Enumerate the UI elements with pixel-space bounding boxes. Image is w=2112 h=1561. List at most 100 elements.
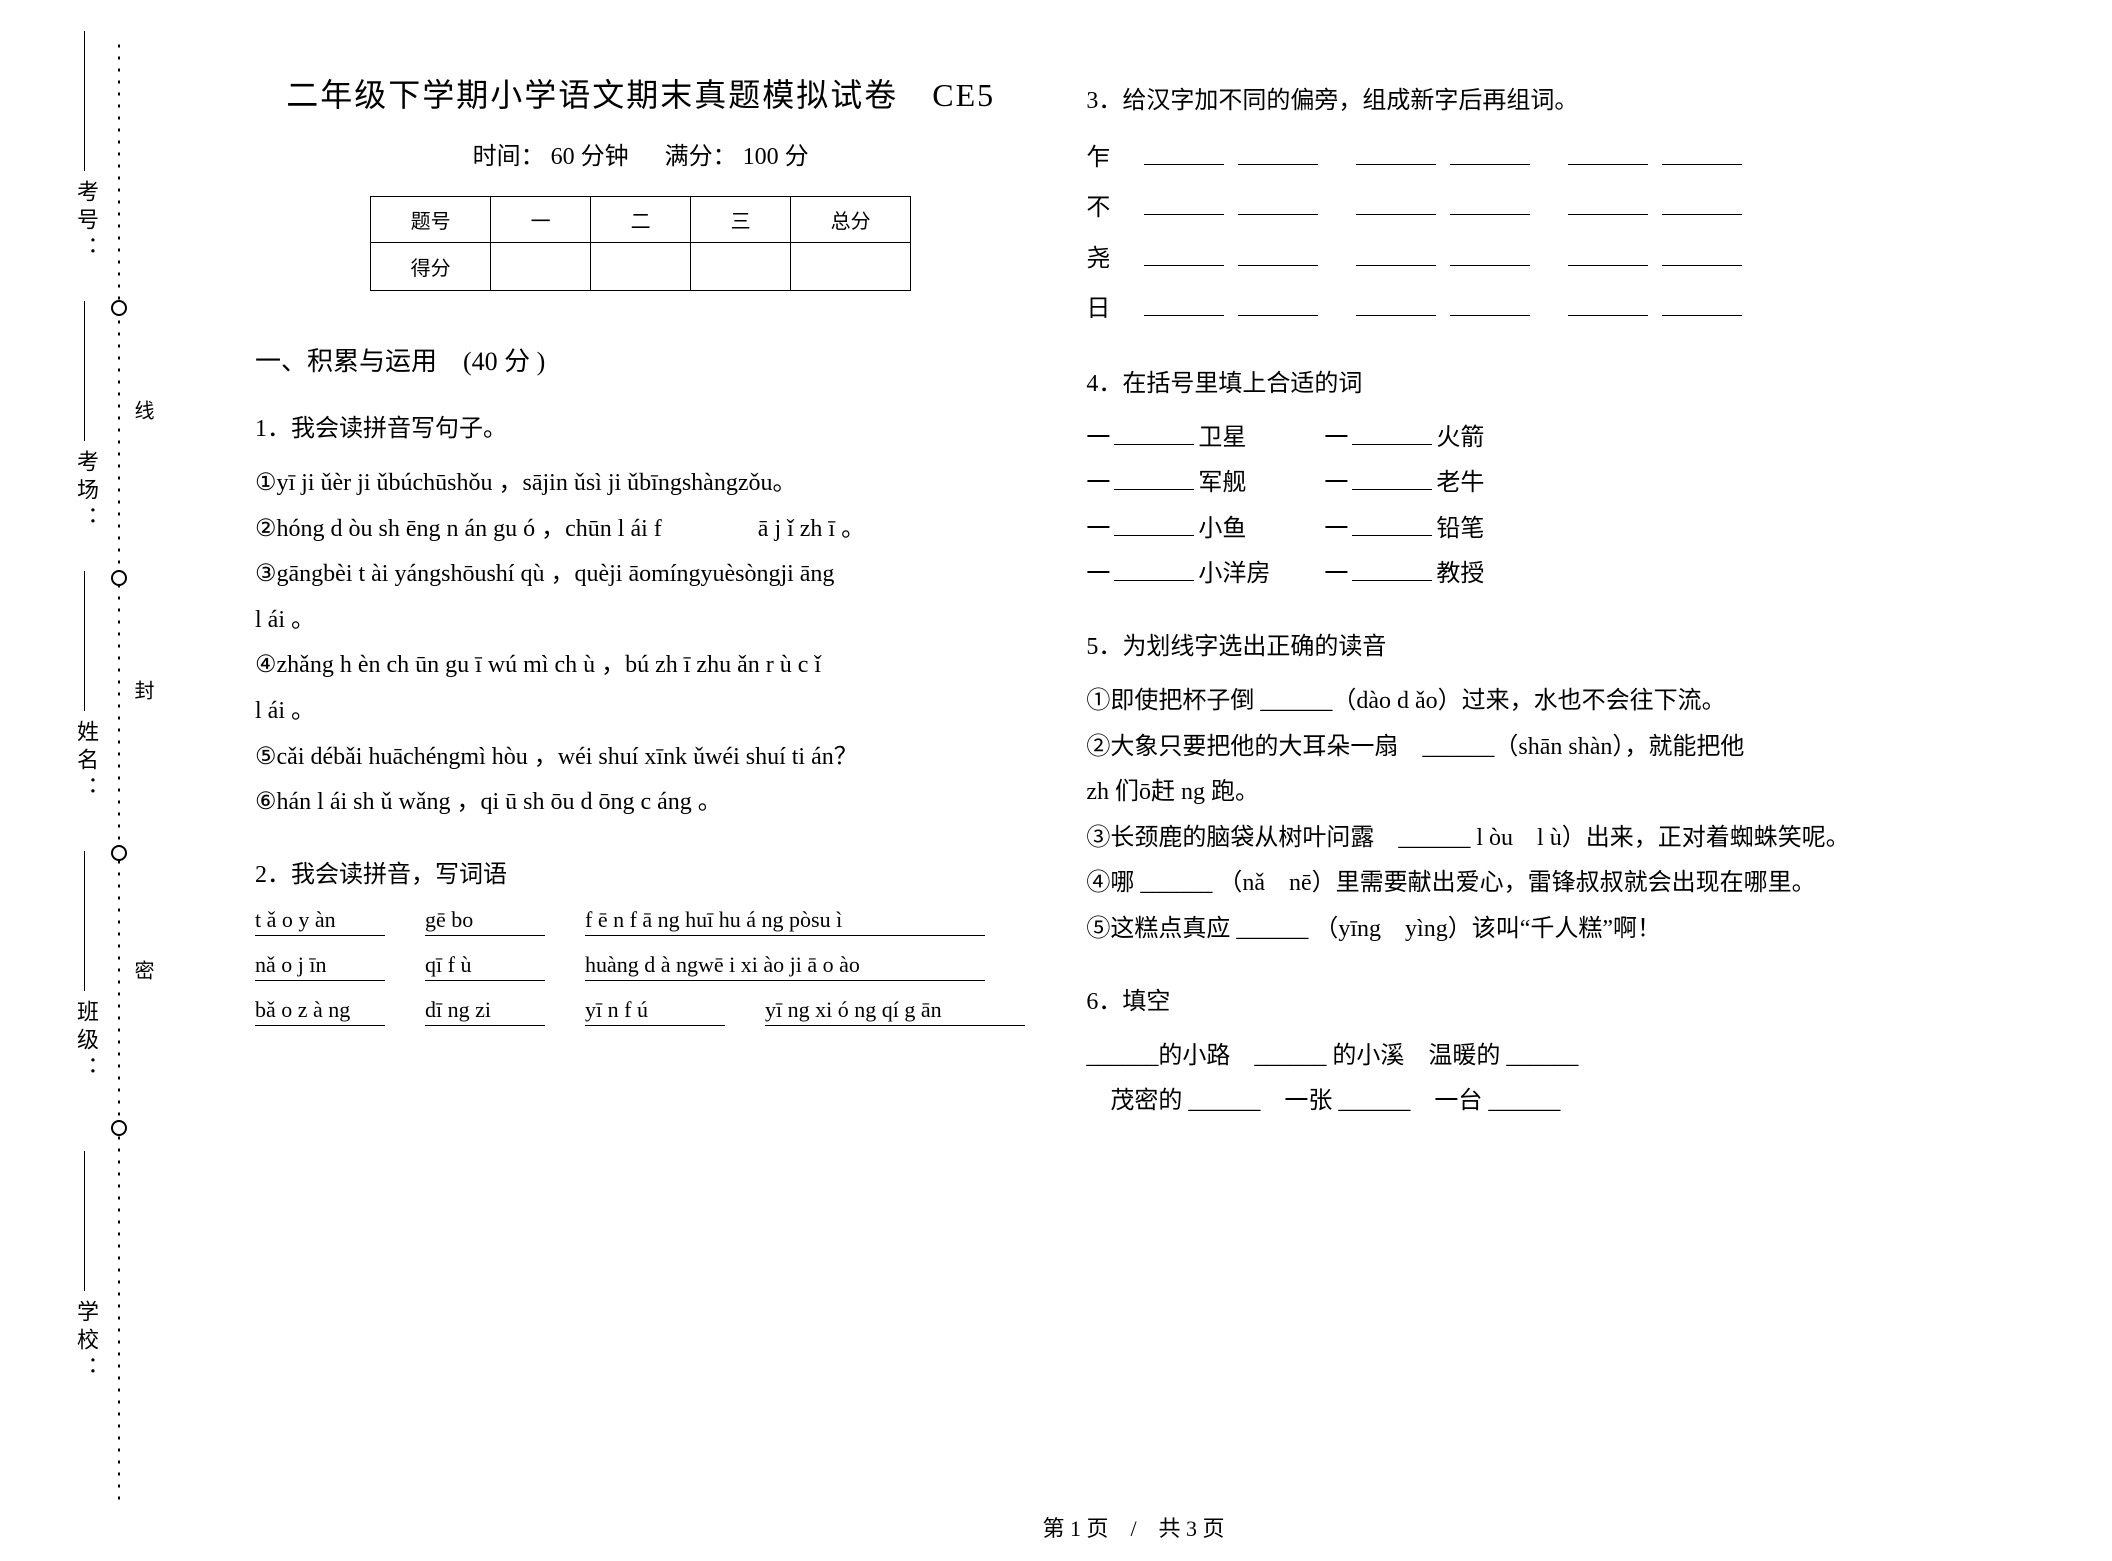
answer-blank[interactable]: [1662, 189, 1742, 215]
radical-char: 日: [1086, 296, 1110, 322]
answer-blank[interactable]: [1450, 239, 1530, 265]
answer-blank[interactable]: [255, 935, 385, 938]
answer-blank[interactable]: [1450, 290, 1530, 316]
q3-row: 日: [1086, 284, 2012, 334]
score-table: 题号 一 二 三 总分 得分: [370, 196, 911, 291]
answer-blank[interactable]: [1352, 464, 1432, 490]
prefix: 一: [1086, 425, 1110, 451]
answer-blank[interactable]: [1114, 509, 1194, 535]
answer-blank[interactable]: [585, 1025, 725, 1028]
word: 教授: [1436, 561, 1484, 587]
answer-blank[interactable]: [1144, 189, 1224, 215]
score-cell[interactable]: [491, 243, 591, 291]
answer-blank[interactable]: [1238, 189, 1318, 215]
q4-row: 一小洋房 一教授: [1086, 552, 2012, 598]
th-1: 一: [491, 197, 591, 243]
answer-blank[interactable]: [585, 980, 985, 983]
word: 卫星: [1198, 425, 1246, 451]
answer-blank[interactable]: [1352, 555, 1432, 581]
answer-blank[interactable]: [425, 935, 545, 938]
fullmark-label: 满分：: [665, 144, 737, 170]
answer-blank[interactable]: [1662, 290, 1742, 316]
score-cell[interactable]: [791, 243, 911, 291]
answer-blank[interactable]: [765, 1025, 1025, 1028]
answer-blank[interactable]: [1568, 139, 1648, 165]
answer-blank[interactable]: [1568, 239, 1648, 265]
answer-blank[interactable]: [1662, 239, 1742, 265]
gutter-underline: [84, 301, 85, 441]
answer-blank[interactable]: [1356, 290, 1436, 316]
answer-blank[interactable]: [1356, 239, 1436, 265]
table-row: 得分: [371, 243, 911, 291]
answer-blank[interactable]: [1568, 290, 1648, 316]
radical-char: 乍: [1086, 145, 1110, 171]
q2-row2-blank: [255, 980, 1026, 983]
answer-blank[interactable]: [1114, 418, 1194, 444]
q1-line: ①yī ji ǔèr ji ǔbúchūshǒu ，sājin ǔsì ji ǔ…: [255, 461, 1026, 507]
pinyin-cell: bǎ o z à ng: [255, 997, 385, 1023]
prefix: 一: [1324, 470, 1348, 496]
q5-body: ①即使把杯子倒 ______（dào d ǎo）过来，水也不会往下流。 ②大象只…: [1086, 679, 2012, 953]
pinyin-cell: nǎ o j īn: [255, 952, 385, 978]
score-cell[interactable]: [691, 243, 791, 291]
score-cell[interactable]: [591, 243, 691, 291]
q3-row: 乍: [1086, 133, 2012, 183]
pinyin-cell: qī f ù: [425, 952, 545, 978]
answer-blank[interactable]: [1352, 509, 1432, 535]
q3-head: 3．给汉字加不同的偏旁，组成新字后再组词。: [1086, 80, 2012, 115]
answer-blank[interactable]: [1238, 139, 1318, 165]
answer-blank[interactable]: [1450, 139, 1530, 165]
answer-blank[interactable]: [425, 1025, 545, 1028]
answer-blank[interactable]: [1568, 189, 1648, 215]
q2-row1-blank: [255, 935, 1026, 938]
q1-line: ②hóng d òu sh ēng n án gu ó ，chūn l ái f…: [255, 507, 1026, 553]
answer-blank[interactable]: [1114, 555, 1194, 581]
q5-head: 5．为划线字选出正确的读音: [1086, 626, 2012, 661]
answer-blank[interactable]: [1662, 139, 1742, 165]
q4-head: 4．在括号里填上合适的词: [1086, 363, 2012, 398]
answer-blank[interactable]: [585, 935, 985, 938]
answer-blank[interactable]: [1144, 239, 1224, 265]
answer-blank[interactable]: [1356, 189, 1436, 215]
q5-line: ①即使把杯子倒 ______（dào d ǎo）过来，水也不会往下流。: [1086, 679, 2012, 725]
answer-blank[interactable]: [425, 980, 545, 983]
page: 考号： 考场： 姓名： 班级： 学校： 线 封 密 二年级下学期小学语文期末真题…: [0, 0, 2112, 1561]
prefix: 一: [1324, 516, 1348, 542]
right-column: 3．给汉字加不同的偏旁，组成新字后再组词。 乍 不: [1056, 70, 2042, 1521]
th-num: 题号: [371, 197, 491, 243]
answer-blank[interactable]: [1238, 290, 1318, 316]
q1-line: ③gāngbèi t ài yángshōushí qù ，quèji āomí…: [255, 552, 1026, 598]
ring-icon: [111, 300, 127, 316]
page-footer: 第 1 页 / 共 3 页: [155, 1511, 2112, 1543]
q1-body: ①yī ji ǔèr ji ǔbúchūshǒu ，sājin ǔsì ji ǔ…: [255, 461, 1026, 826]
time-label: 时间：: [473, 144, 545, 170]
pinyin-cell: t ǎ o y àn: [255, 907, 385, 933]
answer-blank[interactable]: [1114, 464, 1194, 490]
left-column: 二年级下学期小学语文期末真题模拟试卷 CE5 时间： 60 分钟 满分： 100…: [225, 70, 1056, 1521]
pinyin-cell: dī ng zi: [425, 997, 545, 1023]
seal-char-secret: 密: [128, 960, 157, 1040]
word: 老牛: [1436, 470, 1484, 496]
answer-blank[interactable]: [1450, 189, 1530, 215]
answer-blank[interactable]: [1352, 418, 1432, 444]
prefix: 一: [1324, 561, 1348, 587]
answer-blank[interactable]: [1238, 239, 1318, 265]
prefix: 一: [1086, 470, 1110, 496]
section-heading: 一、积累与运用 (40 分 ): [255, 341, 1026, 378]
q5-line: ②大象只要把他的大耳朵一扇 ______（shān shàn），就能把他: [1086, 725, 2012, 771]
seal-char-seal: 封: [128, 680, 157, 760]
word: 军舰: [1198, 470, 1246, 496]
q5-line: zh 们ō赶 ng 跑。: [1086, 770, 2012, 816]
word: 铅笔: [1436, 516, 1484, 542]
answer-blank[interactable]: [255, 1025, 385, 1028]
answer-blank[interactable]: [1144, 290, 1224, 316]
gutter-underline: [84, 31, 85, 171]
answer-blank[interactable]: [1356, 139, 1436, 165]
perforation-line: [118, 40, 120, 1501]
answer-blank[interactable]: [1144, 139, 1224, 165]
q2-head: 2．我会读拼音，写词语: [255, 854, 1026, 889]
answer-blank[interactable]: [255, 980, 385, 983]
gutter-label-class: 班级：: [70, 1000, 102, 1084]
word: 小洋房: [1198, 561, 1270, 587]
radical-char: 不: [1086, 195, 1110, 221]
